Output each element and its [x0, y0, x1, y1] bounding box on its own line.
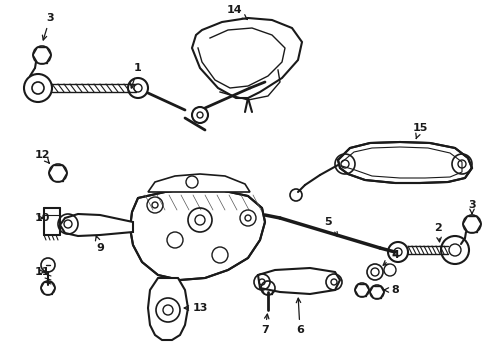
Polygon shape	[258, 268, 339, 294]
Text: 9: 9	[95, 236, 104, 253]
Polygon shape	[148, 174, 249, 192]
Text: 10: 10	[34, 213, 50, 223]
Polygon shape	[148, 278, 187, 340]
Text: 4: 4	[383, 250, 398, 265]
Text: 2: 2	[433, 223, 441, 242]
Text: 12: 12	[34, 150, 50, 163]
Polygon shape	[130, 188, 264, 280]
Text: 6: 6	[295, 298, 304, 335]
Text: 8: 8	[384, 285, 398, 295]
Text: 13: 13	[184, 303, 207, 313]
Polygon shape	[192, 18, 302, 98]
Text: 3: 3	[467, 200, 475, 214]
Text: 11: 11	[34, 267, 50, 277]
Text: 14: 14	[227, 5, 247, 19]
Text: 1: 1	[130, 63, 142, 88]
Text: 7: 7	[261, 314, 268, 335]
Polygon shape	[60, 214, 133, 236]
Text: 15: 15	[411, 123, 427, 139]
Text: 5: 5	[324, 217, 337, 237]
Text: 3: 3	[42, 13, 54, 40]
Polygon shape	[337, 142, 471, 183]
